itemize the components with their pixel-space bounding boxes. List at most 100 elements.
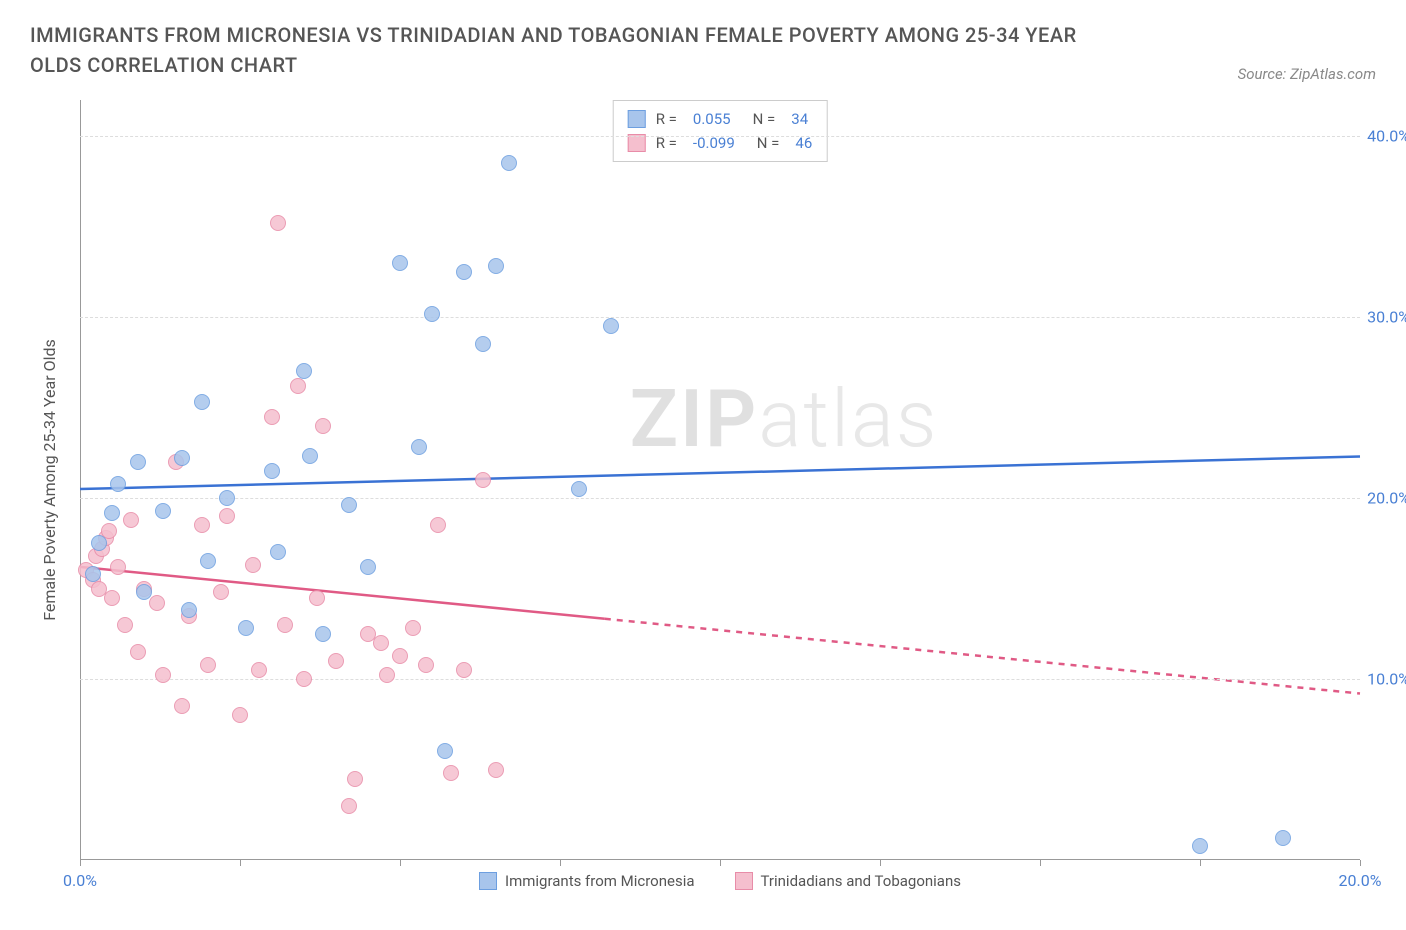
data-point <box>104 505 120 521</box>
data-point <box>155 667 171 683</box>
x-tick-mark <box>80 860 81 866</box>
data-point <box>123 512 139 528</box>
data-point <box>437 743 453 759</box>
data-point <box>219 508 235 524</box>
y-tick-label: 40.0% <box>1367 127 1406 146</box>
data-point <box>443 765 459 781</box>
data-point <box>194 517 210 533</box>
data-point <box>130 644 146 660</box>
data-point <box>392 648 408 664</box>
data-point <box>347 771 363 787</box>
data-point <box>405 620 421 636</box>
data-point <box>296 671 312 687</box>
legend-swatch-b-icon <box>735 872 753 890</box>
data-point <box>91 535 107 551</box>
data-point <box>270 215 286 231</box>
data-point <box>104 590 120 606</box>
data-point <box>373 635 389 651</box>
data-point <box>1275 830 1291 846</box>
gridline <box>80 136 1360 137</box>
data-point <box>1192 838 1208 854</box>
scatter-plot: ZIPatlas R = 0.055 N = 34 R = -0.099 N =… <box>80 100 1360 860</box>
x-tick-label: 20.0% <box>1339 871 1382 890</box>
data-point <box>411 439 427 455</box>
gridline <box>80 498 1360 499</box>
data-point <box>264 463 280 479</box>
data-point <box>181 602 197 618</box>
data-point <box>130 454 146 470</box>
data-point <box>488 258 504 274</box>
data-point <box>315 626 331 642</box>
data-point <box>296 363 312 379</box>
data-point <box>315 418 331 434</box>
x-tick-mark <box>560 860 561 866</box>
data-point <box>603 318 619 334</box>
watermark: ZIPatlas <box>630 372 939 466</box>
legend-item-a: Immigrants from Micronesia <box>479 872 695 890</box>
correlation-legend: R = 0.055 N = 34 R = -0.099 N = 46 <box>613 100 828 162</box>
data-point <box>85 566 101 582</box>
data-point <box>475 472 491 488</box>
y-axis-label: Female Poverty Among 25-34 Year Olds <box>40 339 59 621</box>
data-point <box>174 450 190 466</box>
x-tick-mark <box>400 860 401 866</box>
data-point <box>238 620 254 636</box>
gridline <box>80 317 1360 318</box>
data-point <box>174 698 190 714</box>
data-point <box>136 584 152 600</box>
data-point <box>360 559 376 575</box>
data-point <box>110 476 126 492</box>
data-point <box>424 306 440 322</box>
data-point <box>488 762 504 778</box>
data-point <box>200 553 216 569</box>
data-point <box>501 155 517 171</box>
data-point <box>264 409 280 425</box>
y-tick-label: 30.0% <box>1367 308 1406 327</box>
x-tick-mark <box>720 860 721 866</box>
y-axis-line <box>80 100 81 860</box>
data-point <box>341 497 357 513</box>
legend-swatch-a-icon <box>479 872 497 890</box>
data-point <box>456 264 472 280</box>
data-point <box>245 557 261 573</box>
x-tick-mark <box>1360 860 1361 866</box>
source-label: Source: ZipAtlas.com <box>1238 65 1376 83</box>
trend-line <box>80 567 605 619</box>
data-point <box>270 544 286 560</box>
data-point <box>110 559 126 575</box>
data-point <box>277 617 293 633</box>
series-legend: Immigrants from Micronesia Trinidadians … <box>479 872 961 890</box>
gridline <box>80 679 1360 680</box>
data-point <box>418 657 434 673</box>
legend-item-b: Trinidadians and Tobagonians <box>735 872 961 890</box>
legend-swatch-a <box>628 110 646 128</box>
data-point <box>456 662 472 678</box>
data-point <box>232 707 248 723</box>
data-point <box>194 394 210 410</box>
trend-line <box>605 619 1360 694</box>
data-point <box>117 617 133 633</box>
data-point <box>302 448 318 464</box>
data-point <box>149 595 165 611</box>
data-point <box>213 584 229 600</box>
x-tick-mark <box>1200 860 1201 866</box>
data-point <box>475 336 491 352</box>
legend-row-a: R = 0.055 N = 34 <box>628 107 813 131</box>
x-tick-mark <box>1040 860 1041 866</box>
data-point <box>309 590 325 606</box>
data-point <box>251 662 267 678</box>
x-tick-mark <box>240 860 241 866</box>
data-point <box>341 798 357 814</box>
data-point <box>392 255 408 271</box>
y-tick-label: 10.0% <box>1367 670 1406 689</box>
legend-row-b: R = -0.099 N = 46 <box>628 131 813 155</box>
chart-title: IMMIGRANTS FROM MICRONESIA VS TRINIDADIA… <box>30 20 1130 80</box>
data-point <box>200 657 216 673</box>
data-point <box>290 378 306 394</box>
data-point <box>571 481 587 497</box>
trendlines-svg <box>80 100 1360 860</box>
data-point <box>430 517 446 533</box>
x-tick-mark <box>880 860 881 866</box>
data-point <box>328 653 344 669</box>
data-point <box>219 490 235 506</box>
